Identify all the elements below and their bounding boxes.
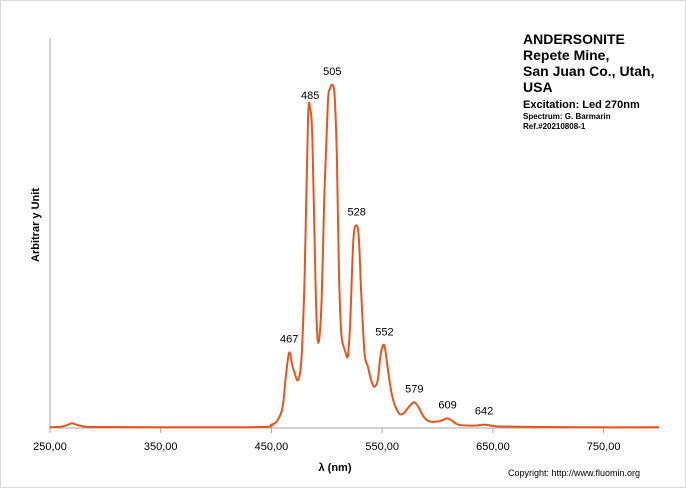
peak-label: 579 [405, 383, 423, 395]
title-locality-1: Repete Mine, [523, 47, 610, 63]
peak-label: 467 [280, 334, 298, 346]
y-axis-title: Arbitrar y Unit [30, 188, 42, 262]
title-mineral: ANDERSONITE [523, 31, 625, 47]
x-tick-label: 450,00 [255, 441, 289, 453]
spectrum-line [49, 83, 659, 429]
x-tick-label: 550,00 [365, 441, 399, 453]
x-tick-label: 250,00 [33, 441, 67, 453]
peak-label: 485 [301, 90, 319, 102]
x-axis-title: λ (nm) [319, 462, 352, 474]
peak-label: 642 [475, 406, 493, 418]
peak-label: 505 [323, 66, 341, 78]
peak-label: 552 [375, 327, 393, 339]
excitation-label: Excitation: Led 270nm [523, 99, 640, 111]
chart-title-block: ANDERSONITE Repete Mine, San Juan Co., U… [523, 31, 654, 132]
title-country: USA [523, 79, 553, 95]
title-locality-2: San Juan Co., Utah, [523, 63, 655, 79]
copyright-text: Copyright: http://www.fluomin.org [508, 468, 641, 478]
reference-id: Ref.#20210808-1 [523, 122, 586, 131]
peak-labels: 467 485 505 528 552 579 609 642 [280, 66, 493, 418]
spectrum-credit: Spectrum: G. Barmarin [523, 112, 611, 121]
peak-label: 528 [348, 207, 366, 219]
x-tick-label: 650,00 [476, 441, 510, 453]
x-tick-label: 750,00 [587, 441, 621, 453]
x-tick-label: 350,00 [144, 441, 178, 453]
peak-label: 609 [438, 399, 456, 411]
x-ticks: 250,00 350,00 450,00 550,00 650,00 750,00 [33, 428, 620, 453]
